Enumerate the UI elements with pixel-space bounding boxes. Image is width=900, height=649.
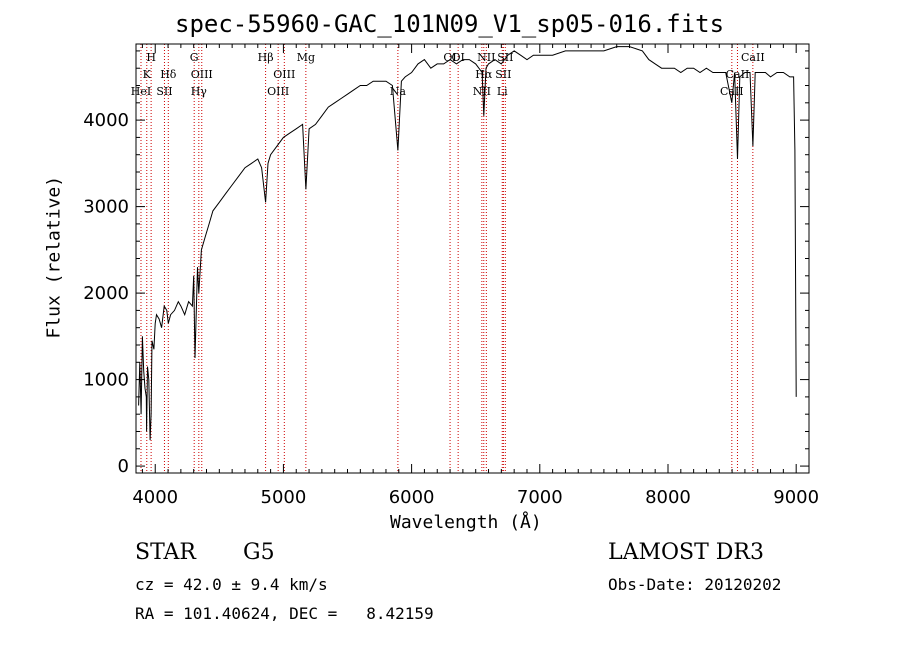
marker-label-4: Hδ (160, 68, 177, 81)
marker-label-22: CaII (726, 68, 750, 81)
marker-label-15: NII (473, 85, 491, 98)
y-tick-label-0: 0 (118, 456, 129, 477)
marker-label-14: OI (451, 51, 464, 64)
marker-label-20: SII (497, 51, 513, 64)
marker-label-21: CaII (720, 85, 744, 98)
x-tick-label-0: 4000 (132, 487, 178, 508)
marker-label-7: OIII (191, 68, 213, 81)
plot-frame (135, 43, 810, 474)
chart-title: spec-55960-GAC_101N09_V1_sp05-016.fits (175, 10, 725, 38)
y-axis-label: Flux (relative) (43, 175, 65, 339)
marker-label-11: Mg (297, 51, 315, 64)
spectrum-line (138, 46, 797, 441)
subclass: G5 (243, 540, 275, 565)
marker-label-8: Hβ (258, 51, 274, 64)
y-tick-label-4: 4000 (83, 110, 129, 131)
x-axis-label: Wavelength (Å) (390, 512, 542, 533)
marker-label-9: OIII (267, 85, 289, 98)
marker-label-2: H (146, 51, 156, 64)
object-class: STAR (135, 540, 196, 565)
line-markers (140, 44, 754, 473)
marker-label-3: SII (156, 85, 172, 98)
coordinates: RA = 101.40624, DEC = 8.42159 (135, 604, 434, 623)
marker-label-0: HeI (131, 85, 151, 98)
line-marker-labels: HeIKHSIIHδGHγOIIIHβOIIIOIIIMgNaOIOINIIHα… (131, 51, 765, 98)
marker-label-5: G (190, 51, 199, 64)
marker-label-16: Hα (475, 68, 493, 81)
marker-label-13: OI (443, 51, 456, 64)
x-tick-label-1: 5000 (261, 487, 307, 508)
marker-label-17: NII (477, 51, 495, 64)
y-tick-label-2: 2000 (83, 283, 129, 304)
marker-label-10: OIII (273, 68, 295, 81)
obs-date: Obs-Date: 20120202 (608, 575, 782, 594)
y-tick-label-1: 1000 (83, 370, 129, 391)
x-tick-label-2: 6000 (389, 487, 435, 508)
axis-ticks: 4000 5000 6000 7000 8000 9000 0 1000 2000 3000 400… (83, 44, 819, 508)
marker-label-1: K (143, 68, 152, 81)
marker-label-12: Na (390, 85, 407, 98)
survey-name: LAMOST DR3 (608, 540, 764, 565)
y-tick-label-3: 3000 (83, 197, 129, 218)
redshift-value: cz = 42.0 ± 9.4 km/s (135, 575, 328, 594)
x-tick-label-4: 8000 (645, 487, 691, 508)
x-tick-label-3: 7000 (517, 487, 563, 508)
marker-label-18: Li (497, 85, 508, 98)
marker-label-23: CaII (741, 51, 765, 64)
x-tick-label-5: 9000 (773, 487, 819, 508)
marker-label-19: SII (495, 68, 511, 81)
marker-label-6: Hγ (191, 85, 208, 98)
